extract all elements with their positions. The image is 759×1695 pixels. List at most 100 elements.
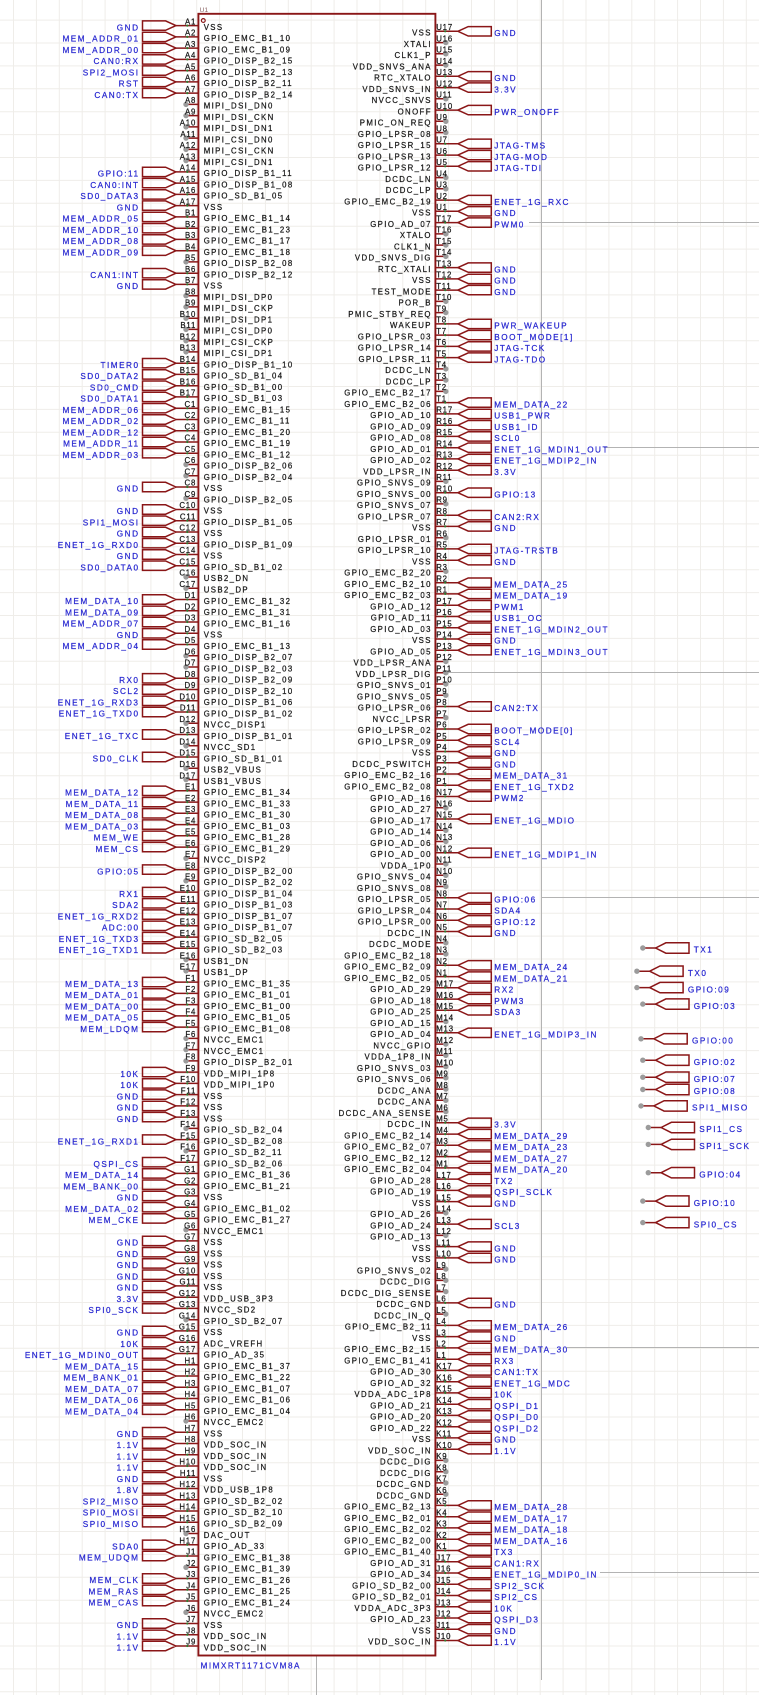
svg-text:D5: D5 [185,636,197,645]
svg-text:MEM_BANK_01: MEM_BANK_01 [63,1374,139,1383]
svg-text:MEM_ADDR_03: MEM_ADDR_03 [62,451,139,460]
svg-text:GND: GND [117,1621,140,1630]
svg-text:USB1_OC: USB1_OC [494,614,543,623]
svg-text:GPIO_EMC_B1_30: GPIO_EMC_B1_30 [204,811,292,820]
svg-text:N12: N12 [436,845,453,854]
svg-text:GPIO_EMC_B1_21: GPIO_EMC_B1_21 [204,1182,292,1191]
svg-text:H11: H11 [180,1469,196,1478]
svg-text:E4: E4 [185,816,196,825]
svg-text:C14: C14 [179,546,196,555]
svg-text:MEM_DATA_30: MEM_DATA_30 [494,1346,568,1355]
svg-text:GPIO_EMC_B1_40: GPIO_EMC_B1_40 [344,1548,432,1557]
svg-text:GND: GND [117,1261,140,1270]
svg-text:B9: B9 [185,299,196,308]
svg-text:G11: G11 [179,1278,196,1287]
svg-text:MEM_ADDR_04: MEM_ADDR_04 [62,642,139,651]
svg-text:GPIO_EMC_B1_20: GPIO_EMC_B1_20 [204,428,292,437]
svg-text:QSPI_CS: QSPI_CS [94,1160,140,1169]
svg-text:ADC_VREFH: ADC_VREFH [204,1340,264,1349]
svg-text:ENET_1G_RXD3: ENET_1G_RXD3 [58,699,140,708]
svg-text:PWR_ONOFF: PWR_ONOFF [494,108,560,117]
svg-text:RTC_XTALO: RTC_XTALO [374,74,432,83]
svg-text:GPIO_EMC_B1_10: GPIO_EMC_B1_10 [204,34,292,43]
svg-text:GPIO_EMC_B1_22: GPIO_EMC_B1_22 [204,1373,292,1382]
svg-text:N17: N17 [436,788,453,797]
svg-text:VSS: VSS [412,1334,432,1343]
svg-text:GPIO_EMC_B2_05: GPIO_EMC_B2_05 [344,974,432,983]
svg-text:D1: D1 [185,591,197,600]
svg-text:NVCC_DISP1: NVCC_DISP1 [204,721,267,730]
svg-text:SDA2: SDA2 [112,901,139,910]
svg-text:J3: J3 [186,1570,196,1579]
svg-text:CAN0:TX: CAN0:TX [94,91,139,100]
svg-text:VDD_SOC_IN: VDD_SOC_IN [204,1643,268,1652]
svg-text:VSS: VSS [204,1092,224,1101]
svg-text:CAN1:INT: CAN1:INT [90,271,139,280]
svg-text:VSS: VSS [204,1430,224,1439]
svg-text:G9: G9 [184,1255,196,1264]
svg-text:F11: F11 [181,1086,196,1095]
svg-text:VDD_SOC_IN: VDD_SOC_IN [368,1638,432,1647]
svg-text:GPIO_EMC_B2_15: GPIO_EMC_B2_15 [344,1345,432,1354]
svg-text:U1: U1 [436,203,448,212]
svg-text:K11: K11 [436,1430,452,1439]
svg-text:D14: D14 [179,738,196,747]
svg-text:M16: M16 [436,991,454,1000]
svg-text:GPIO_DISP_B1_11: GPIO_DISP_B1_11 [204,169,293,178]
svg-text:B4: B4 [185,242,196,251]
svg-text:GPIO_AD_35: GPIO_AD_35 [204,1351,266,1360]
svg-text:GPIO_DISP_B2_08: GPIO_DISP_B2_08 [204,259,294,268]
svg-text:E9: E9 [185,873,196,882]
svg-text:GPIO_SNVS_08: GPIO_SNVS_08 [357,884,432,893]
svg-text:D2: D2 [185,603,197,612]
svg-text:GPIO_AD_06: GPIO_AD_06 [370,839,432,848]
svg-text:GPIO_EMC_B1_19: GPIO_EMC_B1_19 [204,439,292,448]
svg-text:SPI0_MOSI: SPI0_MOSI [83,1509,140,1518]
svg-text:GPIO_EMC_B2_00: GPIO_EMC_B2_00 [344,1537,432,1546]
svg-text:GPIO_DISP_B1_10: GPIO_DISP_B1_10 [204,360,294,369]
svg-text:J7: J7 [186,1615,196,1624]
svg-text:H14: H14 [179,1503,196,1512]
svg-text:NVCC_EMC2: NVCC_EMC2 [204,1610,265,1619]
svg-text:N5: N5 [436,923,448,932]
svg-text:QSPI_SCLK: QSPI_SCLK [494,1188,553,1197]
svg-text:SPI1_MISO: SPI1_MISO [692,1104,749,1113]
svg-text:VSS: VSS [412,524,432,533]
svg-text:VSS: VSS [412,1435,432,1444]
svg-text:GND: GND [117,631,140,640]
svg-text:M10: M10 [436,1058,454,1067]
svg-text:P1: P1 [436,777,447,786]
svg-text:VDD_SOC_IN: VDD_SOC_IN [204,1463,268,1472]
svg-text:DCDC_GND: DCDC_GND [377,1300,432,1309]
svg-text:H7: H7 [185,1424,197,1433]
svg-text:G7: G7 [184,1233,196,1242]
svg-text:VDD_SOC_IN: VDD_SOC_IN [204,1441,268,1450]
svg-text:G13: G13 [179,1300,196,1309]
svg-text:N13: N13 [436,833,453,842]
svg-text:GPIO_SD_B1_00: GPIO_SD_B1_00 [204,383,284,392]
svg-text:D10: D10 [179,693,196,702]
svg-text:K15: K15 [436,1385,452,1394]
svg-text:L3: L3 [436,1328,446,1337]
svg-text:F2: F2 [185,985,196,994]
svg-text:MEM_DATA_01: MEM_DATA_01 [65,991,139,1000]
svg-text:BOOT_MODE[0]: BOOT_MODE[0] [494,727,573,736]
svg-text:3.3V: 3.3V [494,468,517,477]
svg-text:K17: K17 [436,1362,452,1371]
svg-text:VDDA_1P0: VDDA_1P0 [381,861,432,870]
svg-text:GND: GND [494,558,517,567]
svg-text:U10: U10 [436,102,453,111]
svg-text:H4: H4 [185,1390,197,1399]
svg-text:GPIO_EMC_B1_27: GPIO_EMC_B1_27 [204,1216,292,1225]
svg-text:E17: E17 [180,963,196,972]
svg-text:GPIO:02: GPIO:02 [694,1058,736,1067]
svg-text:GPIO_SD_B2_01: GPIO_SD_B2_01 [352,1593,432,1602]
svg-text:GPIO_AD_10: GPIO_AD_10 [370,411,432,420]
svg-text:RST: RST [119,80,140,89]
svg-text:GND: GND [117,1104,140,1113]
svg-text:C11: C11 [180,512,196,521]
svg-text:F4: F4 [185,1008,196,1017]
svg-text:MEM_ADDR_09: MEM_ADDR_09 [62,248,139,257]
svg-text:GPIO:07: GPIO:07 [694,1075,736,1084]
svg-text:A4: A4 [185,51,196,60]
